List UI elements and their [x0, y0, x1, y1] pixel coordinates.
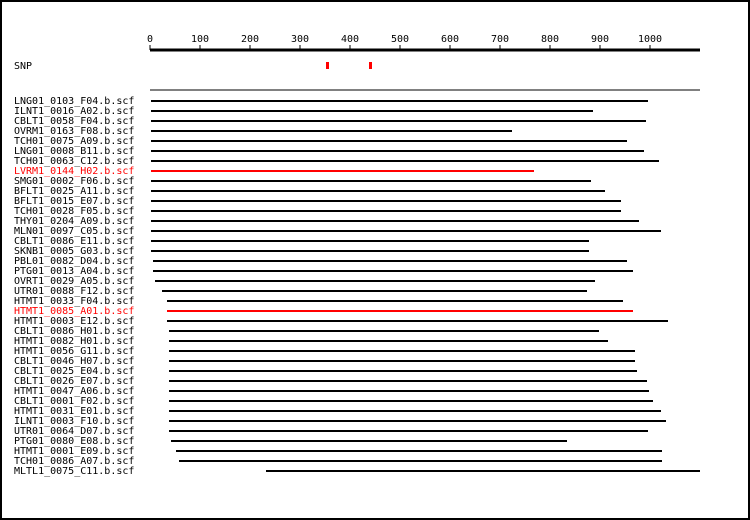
x-tick-label: 0	[147, 34, 153, 45]
x-tick-label: 1000	[638, 34, 662, 45]
read-label: TCH01_0075_A09.b.scf	[14, 136, 134, 147]
read-label: CBLT1_0086_E11.b.scf	[14, 236, 134, 247]
read-label: UTR01_0064_D07.b.scf	[14, 426, 134, 437]
x-tick-label: 100	[191, 34, 209, 45]
read-label: ILNT1_0003_F10.b.scf	[14, 416, 134, 427]
read-label: BFLT1_0025_A11.b.scf	[14, 186, 134, 197]
x-tick-label: 600	[441, 34, 459, 45]
x-tick-label: 500	[391, 34, 409, 45]
read-label: HTMT1_0085_A01.b.scf	[14, 306, 134, 317]
x-tick-label: 300	[291, 34, 309, 45]
read-label: TCH01_0086_A07.b.scf	[14, 456, 134, 467]
read-label: UTR01_0088_F12.b.scf	[14, 286, 134, 297]
read-label: CBLT1_0001_F02.b.scf	[14, 396, 134, 407]
x-tick-label: 400	[341, 34, 359, 45]
read-label: LNG01_0008_B11.b.scf	[14, 146, 134, 157]
read-label: HTMT1_0047_A06.b.scf	[14, 386, 134, 397]
read-label: OVRM1_0163_F08.b.scf	[14, 126, 134, 137]
x-tick-label: 800	[541, 34, 559, 45]
x-tick-label: 200	[241, 34, 259, 45]
read-label: PTG01_0080_E08.b.scf	[14, 436, 134, 447]
read-label: HTMT1_0031_E01.b.scf	[14, 406, 134, 417]
x-tick-label: 700	[491, 34, 509, 45]
snp-label: SNP	[14, 61, 32, 72]
read-label: CBLT1_0058_F04.b.scf	[14, 116, 134, 127]
read-label: TCH01_0063_C12.b.scf	[14, 156, 134, 167]
snp-marker	[369, 62, 372, 69]
read-label: OVRT1_0029_A05.b.scf	[14, 276, 134, 287]
read-label: MLTL1_0075_C11.b.scf	[14, 466, 134, 477]
read-label: BFLT1_0015_E07.b.scf	[14, 196, 134, 207]
read-label: ILNT1_0016_A02.b.scf	[14, 106, 134, 117]
read-label: THY01_0204_A09.b.scf	[14, 216, 134, 227]
x-tick-label: 900	[591, 34, 609, 45]
read-label: CBLT1_0046_H07.b.scf	[14, 356, 134, 367]
read-label: CBLT1_0086_H01.b.scf	[14, 326, 134, 337]
read-label: HTMT1_0003_E12.b.scf	[14, 316, 134, 327]
read-label: CBLT1_0026_E07.b.scf	[14, 376, 134, 387]
read-label: CBLT1_0025_E04.b.scf	[14, 366, 134, 377]
read-label: HTMT1_0001_E09.b.scf	[14, 446, 134, 457]
read-label: PTG01_0013_A04.b.scf	[14, 266, 134, 277]
read-label: SKNB1_0005_G03.b.scf	[14, 246, 134, 257]
snp-marker	[326, 62, 329, 69]
read-label: TCH01_0028_F05.b.scf	[14, 206, 134, 217]
read-label: MLN01_0097_C05.b.scf	[14, 226, 134, 237]
read-label: SMG01_0002_F06.b.scf	[14, 176, 134, 187]
read-label: PBL01_0082_D04.b.scf	[14, 256, 134, 267]
read-label: HTMT1_0082_H01.b.scf	[14, 336, 134, 347]
read-label: HTMT1_0033_F04.b.scf	[14, 296, 134, 307]
read-label: LVRM1_0144_H02.b.scf	[14, 166, 134, 177]
read-label: HTMT1_0056_G11.b.scf	[14, 346, 134, 357]
read-label: LNG01_0103_F04.b.scf	[14, 96, 134, 107]
